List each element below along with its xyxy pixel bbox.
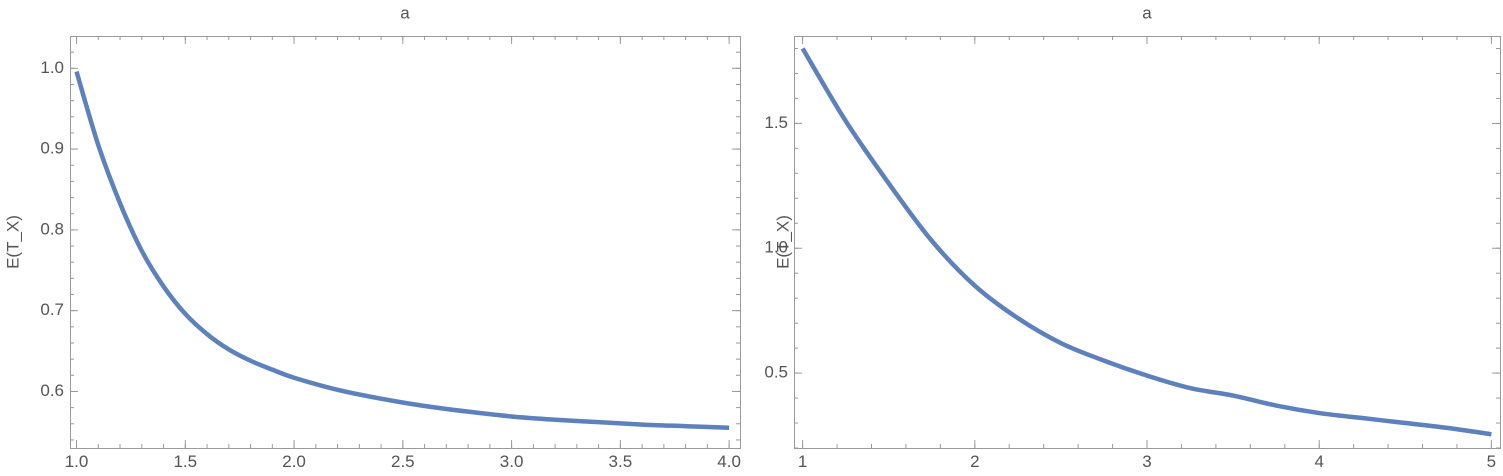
- x-tick-label: 2.5: [391, 452, 415, 471]
- series-line-1: [800, 47, 1492, 437]
- x-tick-label: 4: [1314, 452, 1323, 471]
- y-tick-label: 0.8: [40, 219, 64, 238]
- plot-frame: [794, 36, 1501, 449]
- y-axis-label: E(T_X): [773, 215, 792, 269]
- x-tick-label: 2: [970, 452, 979, 471]
- plot-frame: [70, 36, 741, 449]
- y-tick-label: 1.5: [764, 113, 788, 132]
- y-tick-label: 0.7: [40, 300, 64, 319]
- chart-title: a: [1142, 3, 1152, 22]
- x-tick-label: 3.0: [500, 452, 524, 471]
- y-tick-label: 0.9: [40, 139, 64, 158]
- chart-2: a E(T_X) 1 2 3 4 5 0.5 1.0 1.5: [764, 3, 1501, 471]
- y-axis-label: E(T_X): [3, 215, 22, 269]
- x-tick-label: 5: [1487, 452, 1496, 471]
- chart-1: a E(T_X) 1.0 1.5 2.0 2.5 3.0 3.5 4.0 0.6 0.7 0.8 0.9…: [3, 3, 741, 471]
- y-tick-label: 1.0: [40, 58, 64, 77]
- series-line-1: [74, 70, 730, 431]
- x-tick-label: 1.5: [173, 452, 197, 471]
- y-tick-label: 0.5: [764, 363, 788, 382]
- x-tick-label: 1.0: [65, 452, 89, 471]
- x-tick-label: 2.0: [282, 452, 306, 471]
- chart-title: a: [400, 3, 410, 22]
- x-tick-label: 1: [798, 452, 807, 471]
- x-tick-label: 3: [1142, 452, 1151, 471]
- x-tick-label: 3.5: [609, 452, 633, 471]
- x-tick-label: 4.0: [717, 452, 741, 471]
- y-tick-label: 0.6: [40, 381, 64, 400]
- y-tick-label: 1.0: [764, 238, 788, 257]
